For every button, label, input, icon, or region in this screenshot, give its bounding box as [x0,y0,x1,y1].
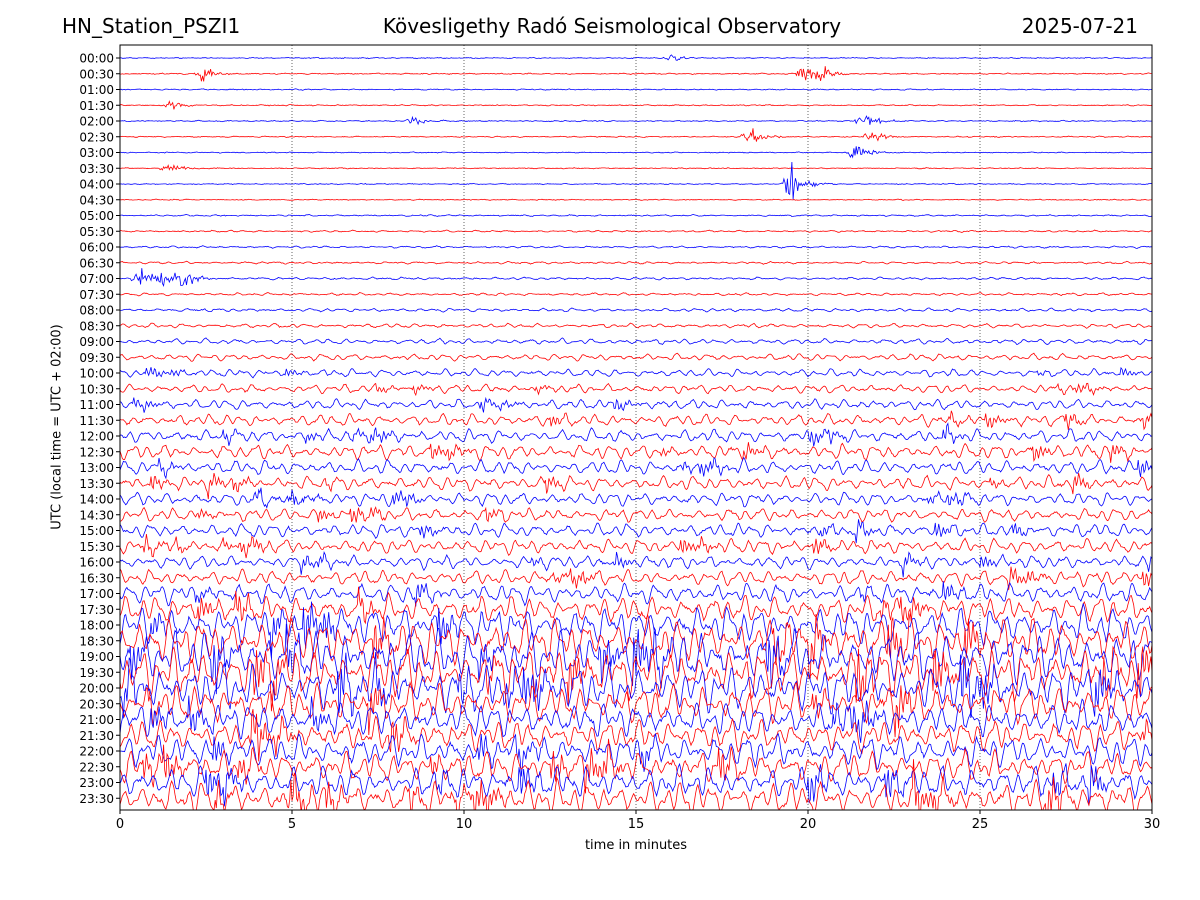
trace-2330 [120,759,1152,810]
chart-date: 2025-07-21 [1021,14,1138,38]
x-axis-ticks: 0 5 10 15 20 25 30 [116,810,1160,832]
y-tick-label: 18:00 [79,619,114,633]
trace-2100 [120,695,1152,743]
y-tick-label: 03:30 [79,162,114,176]
chart-title: Kövesligethy Radó Seismological Observat… [382,14,842,38]
trace-0800 [120,307,1152,313]
trace-2200 [120,732,1152,777]
y-tick-label: 17:30 [79,603,114,617]
y-tick-label: 09:30 [79,351,114,365]
trace-1300 [120,456,1152,480]
trace-0030 [120,66,1152,82]
x-tick-label: 15 [628,817,645,832]
trace-1800 [120,601,1152,659]
y-tick-label: 06:30 [79,256,114,270]
y-tick-label: 09:00 [79,335,114,349]
y-tick-label: 07:00 [79,272,114,286]
y-tick-label: 06:00 [79,241,114,255]
y-tick-label: 12:00 [79,430,114,444]
trace-0100 [120,88,1152,91]
x-tick-label: 20 [800,817,817,832]
trace-0500 [120,213,1152,218]
trace-0900 [120,337,1152,346]
y-tick-label: 04:00 [79,178,114,192]
y-tick-label: 21:00 [79,713,114,727]
trace-0230 [120,128,1152,142]
trace-0430 [120,198,1152,201]
station-name: HN_Station_PSZI1 [62,14,241,38]
y-tick-label: 19:00 [79,650,114,664]
y-tick-label: 10:00 [79,367,114,381]
y-tick-label: 10:30 [79,382,114,396]
x-tick-label: 25 [972,817,989,832]
trace-0630 [120,260,1152,265]
y-tick-label: 11:30 [79,414,114,428]
trace-0300 [120,146,1152,159]
trace-0930 [120,352,1152,362]
y-tick-label: 08:30 [79,319,114,333]
x-tick-label: 30 [1144,817,1161,832]
y-tick-label: 22:30 [79,760,114,774]
y-tick-label: 21:30 [79,729,114,743]
y-tick-label: 05:30 [79,225,114,239]
y-tick-label: 23:30 [79,792,114,806]
x-axis-label: time in minutes [584,838,688,853]
y-tick-label: 16:00 [79,556,114,570]
y-tick-label: 01:00 [79,83,114,97]
y-tick-label: 01:30 [79,99,114,113]
y-tick-label: 15:00 [79,524,114,538]
y-tick-label: 00:00 [79,52,114,66]
y-tick-label: 18:30 [79,634,114,648]
y-tick-label: 22:00 [79,745,114,759]
y-tick-label: 08:00 [79,304,114,318]
y-tick-label: 13:00 [79,461,114,475]
y-tick-label: 04:30 [79,193,114,207]
y-tick-label: 02:00 [79,115,114,129]
y-tick-label: 20:00 [79,682,114,696]
y-tick-label: 12:30 [79,445,114,459]
y-tick-label: 19:30 [79,666,114,680]
trace-1430 [120,506,1152,523]
y-tick-label: 15:30 [79,540,114,554]
y-tick-label: 20:30 [79,697,114,711]
x-tick-label: 5 [288,817,296,832]
y-tick-label: 07:30 [79,288,114,302]
y-tick-label: 16:30 [79,571,114,585]
trace-0330 [120,164,1152,171]
y-tick-label: 13:30 [79,477,114,491]
y-tick-label: 02:30 [79,130,114,144]
trace-1630 [120,566,1152,591]
x-tick-label: 0 [116,817,124,832]
trace-1700 [120,581,1152,607]
y-tick-label: 00:30 [79,67,114,81]
y-tick-label: 05:00 [79,209,114,223]
y-tick-label: 17:00 [79,587,114,601]
x-tick-label: 10 [456,817,473,832]
y-tick-label: 11:00 [79,398,114,412]
y-axis-label: UTC (local time = UTC + 02:00) [49,324,65,530]
y-tick-label: 14:30 [79,508,114,522]
trace-1900 [120,623,1152,695]
y-tick-label: 14:00 [79,493,114,507]
y-tick-label: 03:00 [79,146,114,160]
trace-1200 [120,422,1152,447]
y-tick-label: 23:00 [79,776,114,790]
